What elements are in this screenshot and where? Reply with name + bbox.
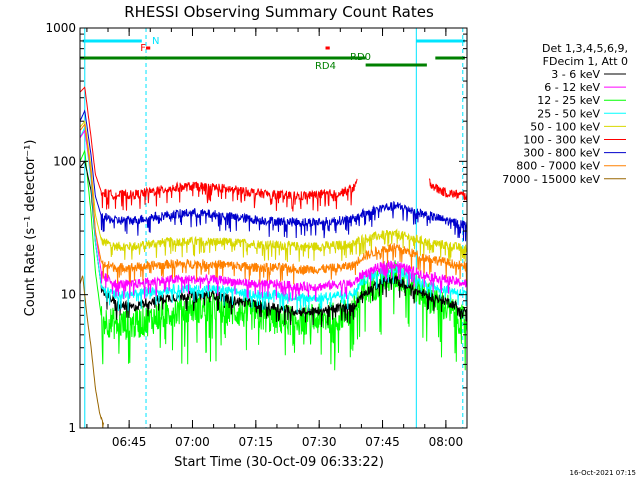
legend-entry-label: 25 - 50 keV: [537, 107, 600, 120]
y-axis-label: Count Rate (s⁻¹ detector⁻¹): [23, 140, 38, 317]
legend-header-line-1: Det 1,3,4,5,6,9,: [542, 42, 628, 55]
x-tick-label: 07:45: [365, 435, 400, 449]
series-line: [79, 129, 468, 302]
legend-entry-label: 800 - 7000 keV: [516, 160, 600, 173]
axis-layer: 1 10 100 1000 06:45 07:00 07:15 07:30 07:45 08:00: [45, 21, 468, 449]
x-tick-label: 06:45: [112, 435, 147, 449]
series-line: [79, 160, 468, 328]
series-line: [79, 275, 105, 429]
flags-layer: NF RD0 RD4: [80, 36, 465, 72]
y-tick-label: 100: [53, 154, 76, 168]
flag-label-f: F: [140, 43, 146, 54]
legend-header-line-2: FDecim 1, Att 0: [543, 55, 628, 68]
flag-label-rd4: RD4: [315, 61, 336, 72]
y-tick-label: 1: [68, 421, 76, 435]
legend-entry-label: 300 - 800 keV: [523, 147, 600, 160]
series-layer: [79, 86, 468, 429]
legend-entry-label: 7000 - 15000 keV: [502, 173, 600, 186]
legend-entry-label: 100 - 300 keV: [523, 134, 600, 147]
x-tick-label: 07:00: [175, 435, 210, 449]
x-tick-label: 07:15: [239, 435, 274, 449]
flag-label-n: N: [152, 36, 159, 47]
y-tick-label: 10: [61, 288, 76, 302]
x-axis-label: Start Time (30-Oct-09 06:33:22): [174, 455, 384, 470]
series-line: [79, 86, 358, 212]
legend-entry-label: 3 - 6 keV: [551, 68, 600, 81]
legend-entry-label: 50 - 100 keV: [530, 120, 600, 133]
legend-entry-label: 6 - 12 keV: [544, 81, 600, 94]
chart-title: RHESSI Observing Summary Count Rates: [124, 3, 434, 21]
series-line: [79, 120, 468, 263]
plot-frame: [79, 27, 468, 429]
series-line: [428, 178, 468, 201]
flag-label-rd0: RD0: [350, 52, 371, 63]
timestamp: 16-Oct-2021 07:15: [570, 469, 636, 477]
series-line: [79, 109, 468, 242]
y-tick-label: 1000: [45, 21, 76, 35]
series-line: [79, 149, 468, 371]
series-line: [79, 123, 468, 285]
legend-entry-label: 12 - 25 keV: [537, 94, 600, 107]
x-tick-label: 08:00: [429, 435, 464, 449]
x-tick-label: 07:30: [302, 435, 337, 449]
